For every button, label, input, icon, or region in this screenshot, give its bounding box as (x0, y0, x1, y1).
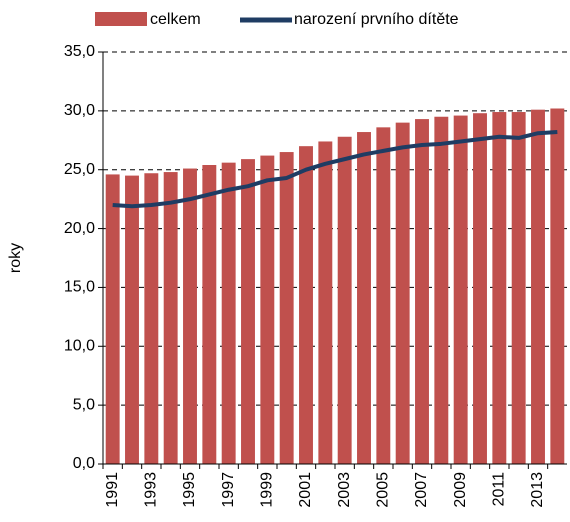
x-tick-label: 2013 (529, 472, 546, 508)
x-tick-label: 2011 (491, 472, 508, 507)
bar (163, 172, 178, 464)
bar (531, 109, 545, 465)
bar (357, 132, 371, 464)
x-tick-label: 1995 (181, 472, 198, 508)
x-tick-label: 1993 (143, 472, 160, 508)
line (112, 130, 558, 209)
bar (395, 122, 410, 464)
bar (415, 119, 429, 465)
bar (337, 136, 352, 465)
bar (183, 168, 197, 464)
bar (492, 112, 507, 464)
y-axis-label: roky (7, 243, 24, 273)
bar (202, 165, 217, 464)
y-tick-label: 35,0 (64, 43, 95, 60)
y-tick-label: 25,0 (64, 161, 95, 178)
bar (318, 141, 333, 464)
bar (221, 162, 236, 464)
y-tick-label: 5,0 (73, 396, 95, 413)
x-tick-label: 2007 (413, 472, 430, 508)
x-tick-label: 1991 (104, 472, 121, 508)
y-tick-label: 30,0 (64, 102, 95, 119)
x-tick-label: 2005 (375, 472, 392, 508)
x-tick-label: 1999 (259, 472, 276, 508)
bar (434, 116, 449, 464)
bar (453, 115, 468, 465)
bar (125, 175, 139, 464)
y-tick-label: 20,0 (64, 220, 95, 237)
bar (511, 112, 526, 464)
bar (550, 108, 565, 464)
bar (299, 146, 313, 464)
y-tick-label: 0,0 (73, 455, 95, 472)
bar (279, 152, 294, 465)
legend-label: celkem (150, 11, 201, 28)
bar (144, 173, 159, 464)
bar (473, 113, 487, 464)
bar (241, 159, 255, 464)
legend-swatch (95, 12, 147, 26)
x-tick-label: 2009 (452, 472, 469, 508)
y-tick-label: 15,0 (64, 279, 95, 296)
bar (376, 127, 391, 464)
x-tick-label: 2003 (336, 472, 353, 508)
y-tick-label: 10,0 (64, 338, 95, 355)
bar (260, 155, 275, 465)
bar (105, 174, 120, 464)
x-tick-label: 2001 (297, 472, 314, 508)
x-tick-label: 1997 (220, 472, 237, 508)
legend-label: narození prvního dítěte (294, 11, 459, 28)
